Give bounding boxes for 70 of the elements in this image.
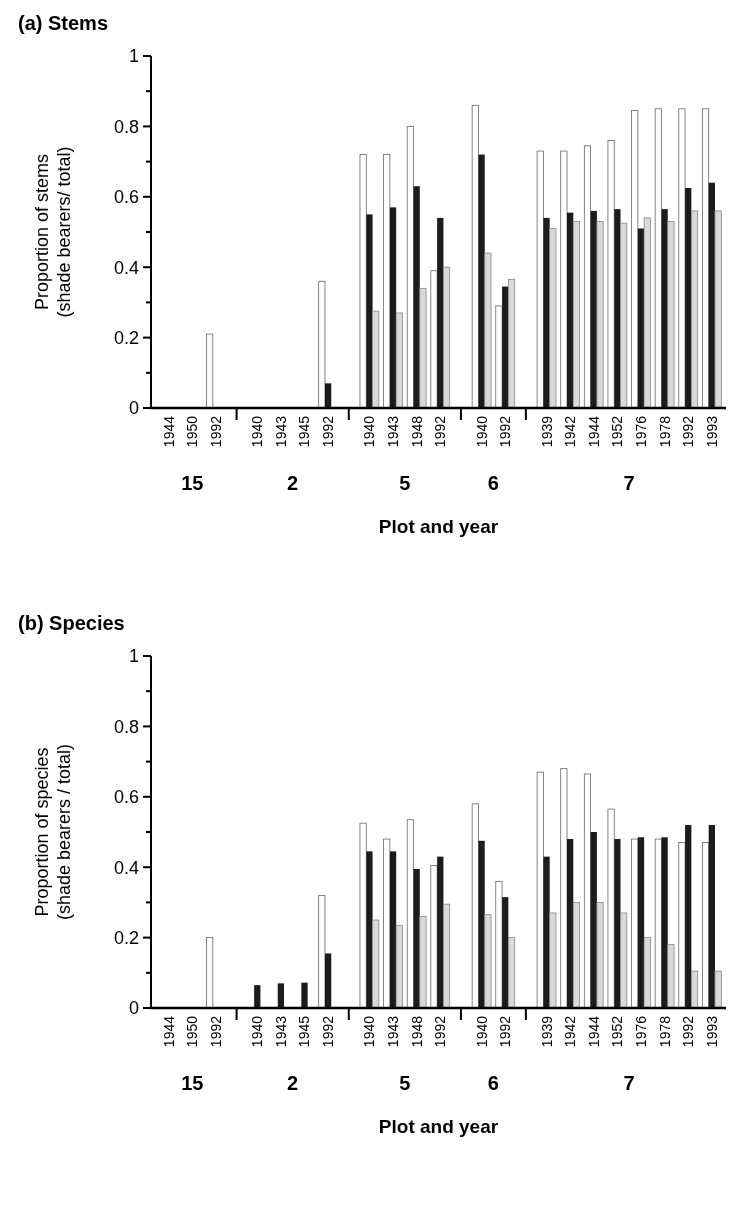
y-tick-label: 0 [128, 998, 139, 1019]
text: 6 [487, 472, 499, 494]
x-tick-label: 1976 [632, 1015, 649, 1048]
x-tick-label: 1993 [703, 1015, 720, 1048]
text: 2 [287, 1072, 299, 1094]
x-tick-label: 1943 [272, 1015, 289, 1048]
x-tick-label: 1948 [408, 1015, 425, 1048]
text: 15 [181, 472, 204, 494]
x-tick-label: 1992 [432, 1015, 449, 1048]
x-tick-label: 1945 [296, 1015, 313, 1048]
x-tick-label: 1944 [160, 415, 177, 448]
x-tick-label: 1952 [609, 1015, 626, 1048]
x-tick-label: 1940 [249, 415, 266, 448]
x-axis-title: Plot and year [378, 1116, 499, 1137]
chart-title: (b) Species [18, 612, 125, 634]
x-tick-label: 1993 [703, 415, 720, 448]
x-tick-label: 1940 [361, 415, 378, 448]
text: 7 [623, 1072, 635, 1094]
x-tick-label: 1943 [272, 415, 289, 448]
x-tick-label: 1992 [680, 415, 697, 448]
x-tick-label: 1992 [680, 1015, 697, 1048]
y-axis-title: Proportion of stems (shade bearers/ total) [32, 146, 74, 318]
x-tick-label: 1944 [585, 415, 602, 448]
x-tick-label: 1950 [184, 415, 201, 448]
x-tick-label: 1992 [497, 1015, 514, 1048]
y-tick-label: 0.4 [113, 257, 139, 278]
x-tick-label: 1943 [385, 1015, 402, 1048]
x-tick-label: 1940 [473, 1015, 490, 1048]
y-tick-label: 0.8 [113, 116, 139, 137]
x-tick-label: 1992 [207, 415, 224, 448]
text: 2 [287, 472, 299, 494]
y-tick-label: 0.2 [113, 927, 139, 948]
y-tick-label: 0.6 [113, 787, 139, 808]
x-tick-label: 1939 [538, 1015, 555, 1048]
x-tick-label: 1992 [207, 1015, 224, 1048]
x-tick-label: 1978 [656, 1015, 673, 1048]
x-tick-label: 1952 [609, 415, 626, 448]
y-tick-label: 0.8 [113, 716, 139, 737]
y-tick-label: 0.4 [113, 857, 139, 878]
y-axis-title: Proportion of species (shade bearers / total) [32, 743, 74, 921]
y-tick-label: 1 [128, 46, 139, 67]
chart-title: (a) Stems [18, 12, 109, 34]
x-axis-title: Plot and year [378, 516, 499, 537]
x-tick-label: 1940 [361, 1015, 378, 1048]
x-tick-label: 1950 [184, 1015, 201, 1048]
x-tick-label: 1943 [385, 415, 402, 448]
x-tick-label: 1940 [249, 1015, 266, 1048]
text: 15 [181, 1072, 204, 1094]
text: 5 [399, 472, 411, 494]
x-tick-label: 1944 [160, 1015, 177, 1048]
y-tick-label: 1 [128, 646, 139, 667]
x-tick-label: 1945 [296, 415, 313, 448]
x-tick-label: 1939 [538, 415, 555, 448]
x-tick-label: 1992 [320, 415, 337, 448]
text: 7 [623, 472, 635, 494]
text: 6 [487, 1072, 499, 1094]
text: 5 [399, 1072, 411, 1094]
x-tick-label: 1976 [632, 415, 649, 448]
x-tick-label: 1948 [408, 415, 425, 448]
x-tick-label: 1992 [497, 415, 514, 448]
x-tick-label: 1944 [585, 1015, 602, 1048]
x-tick-label: 1992 [320, 1015, 337, 1048]
x-tick-label: 1992 [432, 415, 449, 448]
x-tick-label: 1942 [562, 415, 579, 448]
y-tick-label: 0.6 [113, 187, 139, 208]
x-tick-label: 1978 [656, 415, 673, 448]
x-tick-label: 1942 [562, 1015, 579, 1048]
x-tick-label: 1940 [473, 415, 490, 448]
y-tick-label: 0.2 [113, 327, 139, 348]
y-tick-label: 0 [128, 398, 139, 419]
